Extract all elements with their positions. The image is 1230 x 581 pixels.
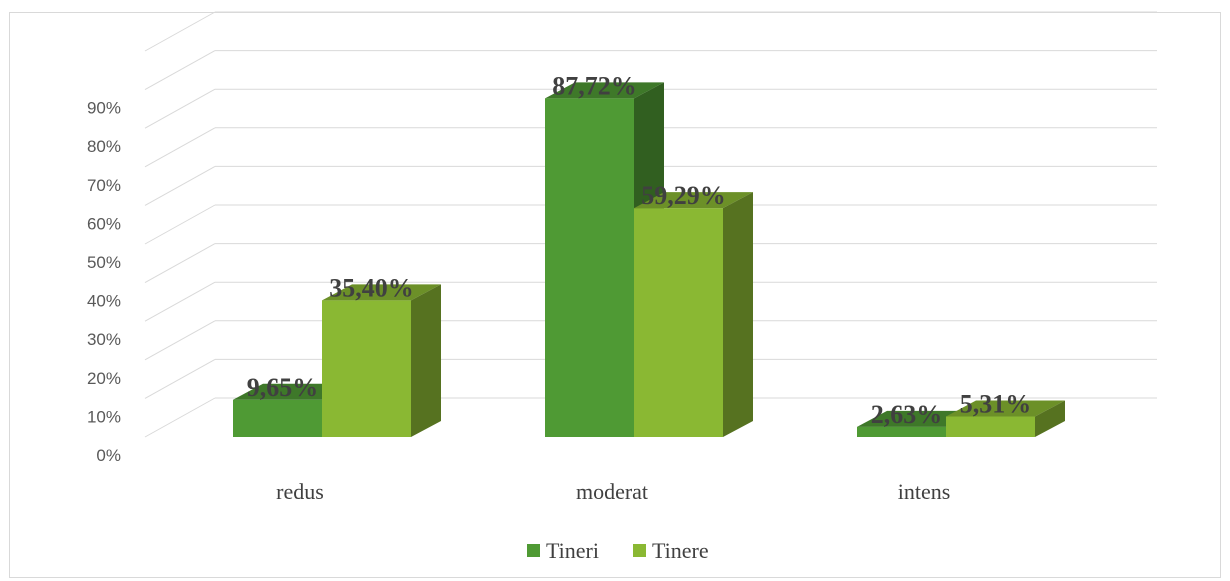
gridline-side — [144, 358, 216, 399]
y-tick-label: 30% — [87, 330, 121, 349]
category-label: redus — [276, 479, 324, 504]
bar-top — [634, 192, 753, 209]
bar-front — [322, 300, 411, 437]
bar-tinere-intens — [946, 400, 1065, 437]
category-label: moderat — [576, 479, 648, 504]
y-tick-label: 20% — [87, 369, 121, 388]
bar-side — [723, 192, 753, 437]
y-tick-label: 80% — [87, 137, 121, 156]
legend: Tineri Tinere — [527, 538, 709, 563]
y-tick-label: 60% — [87, 214, 121, 233]
gridline-side — [144, 397, 216, 438]
gridline-side — [144, 50, 216, 91]
y-tick-label: 10% — [87, 407, 121, 426]
bars — [233, 82, 1065, 437]
data-label: 9,65% — [247, 373, 319, 402]
data-labels: 9,65% 35,40% 87,72% 59,29% 2,63% 5,31% — [247, 71, 1032, 428]
data-label: 59,29% — [641, 181, 726, 210]
category-label: intens — [898, 479, 951, 504]
bar-side — [1035, 400, 1065, 437]
gridline-side — [144, 320, 216, 361]
y-tick-label: 40% — [87, 292, 121, 311]
bar-front — [634, 208, 723, 437]
y-tick-label: 0% — [96, 446, 121, 465]
bar-front — [857, 426, 946, 437]
y-axis-ticks: 0% 10% 20% 30% 40% 50% 60% 70% 80% 90% — [87, 99, 121, 465]
gridline-side — [144, 88, 216, 129]
gridline-side — [144, 243, 216, 284]
bar-side — [411, 284, 441, 437]
legend-label: Tinere — [652, 538, 709, 563]
data-label: 35,40% — [329, 273, 414, 302]
y-tick-label: 90% — [87, 99, 121, 118]
category-labels: redus moderat intens — [276, 479, 950, 504]
bar-top — [545, 82, 664, 99]
bar-tinere-moderat — [634, 192, 753, 437]
gridline-side — [144, 165, 216, 206]
data-label: 5,31% — [960, 390, 1032, 419]
legend-swatch — [633, 544, 646, 557]
bar-top — [946, 400, 1065, 417]
data-label: 2,63% — [871, 400, 943, 429]
bar-front — [233, 399, 322, 437]
gridline-side — [144, 11, 216, 52]
bar-front — [946, 416, 1035, 437]
y-tick-label: 50% — [87, 253, 121, 272]
bar-tinere-redus — [322, 284, 441, 437]
data-label: 87,72% — [552, 71, 637, 100]
gridline-side — [144, 127, 216, 168]
gridline-side — [144, 281, 216, 322]
gridline-side — [144, 204, 216, 245]
bar-top — [322, 284, 441, 301]
y-tick-label: 70% — [87, 176, 121, 195]
legend-swatch — [527, 544, 540, 557]
legend-label: Tineri — [546, 538, 599, 563]
bar-front — [545, 98, 634, 437]
